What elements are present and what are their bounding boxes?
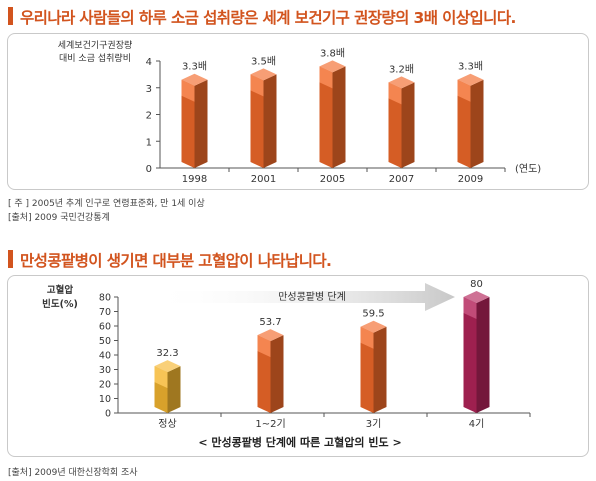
chart2-value-label: 80: [470, 279, 483, 290]
chart2-bar-3-highlight: [463, 297, 477, 319]
chart2-bar-0-highlight: [154, 366, 168, 389]
chart2-xtick-label: 1~2기: [255, 418, 285, 430]
chart2-source: [출처] 2009년 대한신장학회 조사: [8, 468, 138, 478]
chart1-bar-2009-highlight: [457, 79, 471, 102]
chart2-bar-3: [463, 291, 490, 413]
chart2-bar-0: [154, 360, 181, 413]
chart2-value-label: 32.3: [156, 348, 178, 359]
chart2-bar-3-right-face: [476, 297, 490, 413]
chart1-bar-2001-left-face: [250, 74, 264, 168]
chart2-bar-2-highlight: [360, 326, 374, 349]
chart1-bar-2007-left-face: [388, 82, 402, 168]
chart1-xtick-label: 1998: [182, 174, 207, 185]
chart1-bar-2001-right-face: [263, 74, 277, 168]
chart2-ytick-label: 10: [99, 394, 111, 405]
chart2-bar-2: [360, 320, 387, 413]
chart2-bar-0-right-face: [167, 366, 181, 413]
chart1-bar-2005-highlight: [319, 66, 333, 89]
chart2-ytick-label: 70: [99, 307, 111, 318]
chart2-bar-1-highlight: [257, 335, 271, 358]
chart1-ylabel-line2: 대비 소금 섭취량비: [59, 52, 131, 64]
chart1-bar-2005-right-face: [332, 66, 346, 168]
chart2-ylabel-line2: 빈도(%): [42, 298, 78, 310]
chart1-bar-1998-highlight: [181, 79, 195, 102]
chart2-caption: < 만성콩팥병 단계에 따른 고혈압의 빈도 >: [198, 435, 401, 449]
chart1-value-label: 3.8배: [320, 47, 345, 59]
chart2-value-label: 59.5: [362, 309, 384, 320]
chart2-arrow-label: 만성콩팥병 단계: [278, 291, 346, 303]
chart2-bar-2-right-face: [373, 326, 387, 413]
section2-title: 만성콩팥병이 생기면 대부분 고혈압이 나타납니다.: [20, 252, 332, 270]
chart2-xtick-label: 4기: [469, 418, 485, 430]
chart1-ylabel-line1: 세계보건기구권장량: [58, 39, 133, 51]
chart1-bar-1998: [181, 73, 208, 168]
chart1-ytick-label: 0: [146, 164, 152, 175]
chart1-bar-2007: [388, 76, 415, 168]
chart1-ytick-label: 3: [146, 84, 152, 95]
chart2-ytick-label: 50: [99, 336, 111, 347]
chart1-ytick-label: 1: [146, 137, 152, 148]
chart2-value-label: 53.7: [259, 317, 281, 328]
chart1-source: [출처] 2009 국민건강통계: [8, 213, 110, 223]
chart1-xtick-label: 2005: [320, 174, 345, 185]
chart1-footnote: [ 주 ] 2005년 추계 인구로 연령표준화, 만 1세 이상: [8, 199, 205, 209]
chart1-bar-2001: [250, 68, 277, 168]
chart1-bar-1998-right-face: [194, 79, 208, 168]
chart1-xtick-label: 2001: [251, 174, 276, 185]
chart2-ytick-label: 20: [99, 380, 111, 391]
chart1-value-label: 3.3배: [182, 61, 207, 73]
section1-title-marker: [8, 7, 13, 25]
chart1-bar-2005-left-face: [319, 66, 333, 168]
chart2-bar-1: [257, 329, 284, 413]
section2-title-marker: [8, 250, 13, 268]
chart2-ytick-label: 0: [105, 409, 111, 420]
chart1-bar-2007-highlight: [388, 82, 402, 105]
section1-title: 우리나라 사람들의 하루 소금 섭취량은 세계 보건기구 권장량의 3배 이상입…: [20, 9, 516, 27]
chart1-bar-2005: [319, 60, 346, 168]
chart2-bar-1-right-face: [270, 335, 284, 413]
chart1-xlabel: (연도): [515, 163, 541, 175]
chart2-xtick-label: 3기: [366, 418, 382, 430]
chart1-bar-2009-left-face: [457, 79, 471, 168]
chart2-ytick-label: 30: [99, 365, 111, 376]
chart1-bar-2009-right-face: [470, 79, 484, 168]
chart1-bar-2007-right-face: [401, 82, 415, 168]
chart1-value-label: 3.2배: [389, 63, 414, 75]
chart2-xtick-label: 정상: [158, 418, 176, 430]
chart2-stage-arrow: [150, 283, 455, 311]
chart2-ytick-label: 40: [99, 351, 111, 362]
chart2-ytick-label: 80: [99, 293, 111, 304]
chart2-panel: [7, 275, 589, 457]
chart1-bar-2001-highlight: [250, 74, 264, 97]
chart1-xtick-label: 2007: [389, 174, 414, 185]
chart1-bar-2009: [457, 73, 484, 168]
chart1-ytick-label: 4: [146, 57, 152, 68]
chart2-bar-2-left-face: [360, 326, 374, 413]
chart1-panel: [7, 33, 589, 190]
chart2-ylabel-line1: 고혈압: [47, 284, 73, 296]
chart1-xtick-label: 2009: [458, 174, 483, 185]
chart2-ytick-label: 60: [99, 322, 111, 333]
chart1-value-label: 3.5배: [251, 55, 276, 67]
chart1-value-label: 3.3배: [458, 61, 483, 73]
chart1-ytick-label: 2: [146, 111, 152, 122]
chart1-bar-1998-left-face: [181, 79, 195, 168]
chart2-bar-3-left-face: [463, 297, 477, 413]
